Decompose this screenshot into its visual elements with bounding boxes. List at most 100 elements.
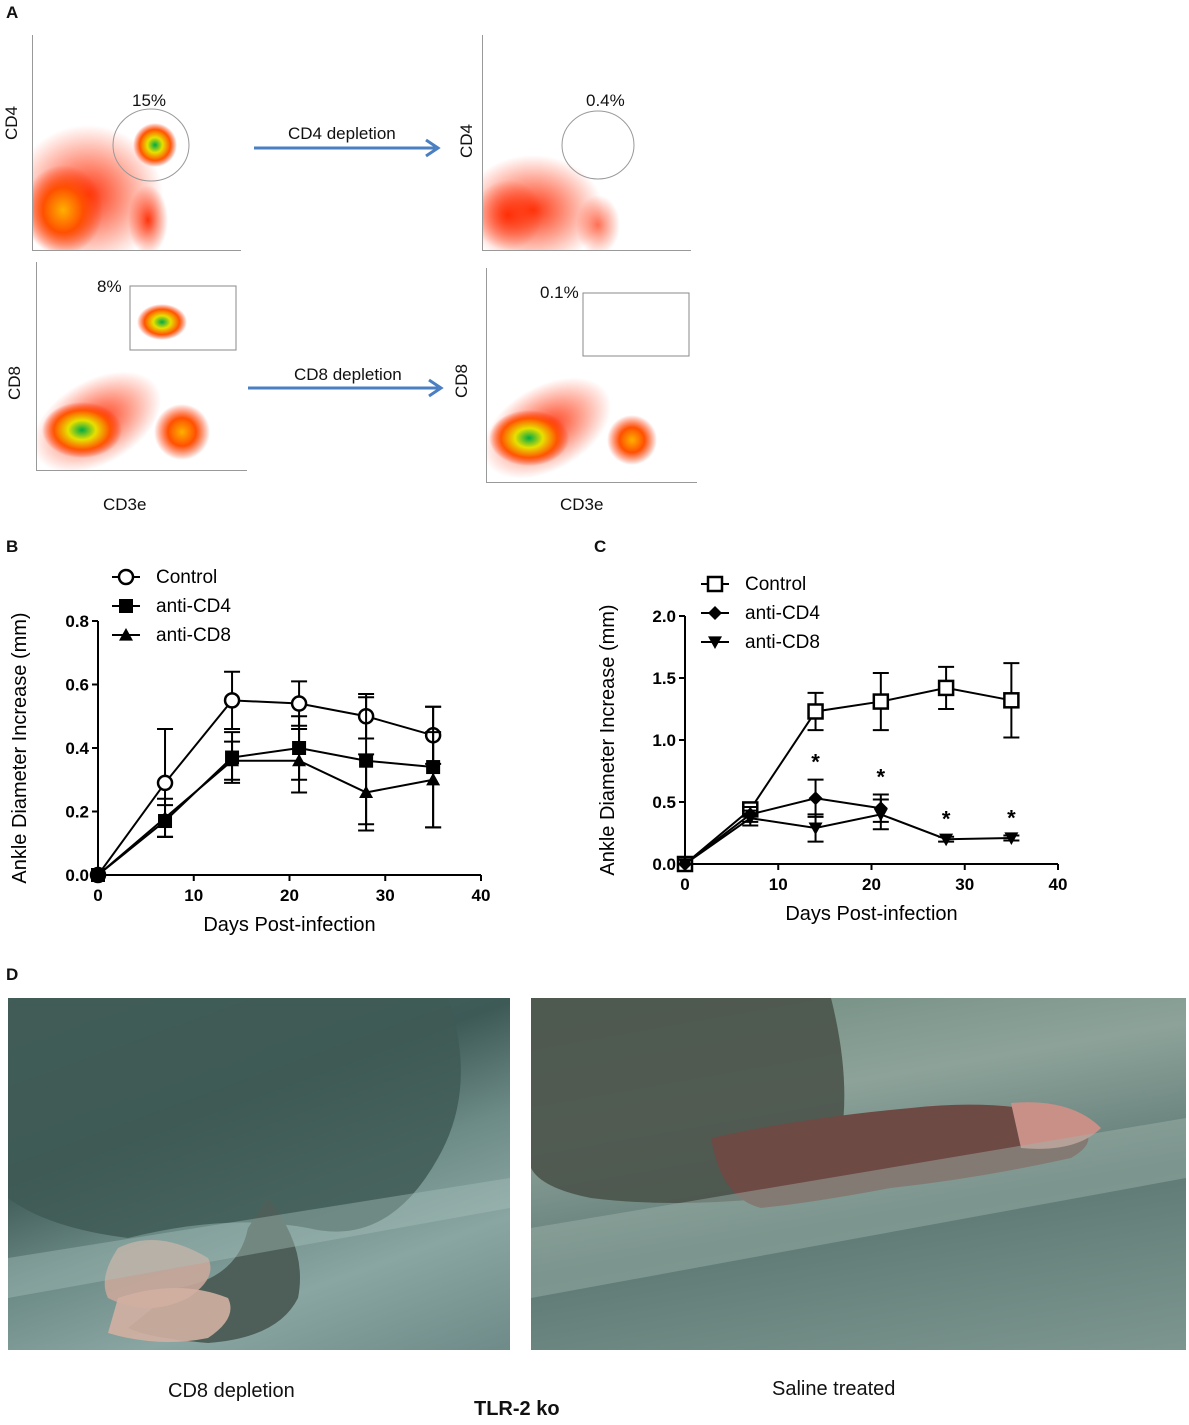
flow-y-label-cd8-right: CD8 [452,363,471,398]
x-tick-label: 10 [184,886,203,905]
flow-density-cd4-depleted [483,110,635,250]
data-point [937,679,955,697]
data-point [1004,832,1019,845]
series-line [97,759,434,876]
data-point [808,822,823,836]
y-axis-label: Ankle Diameter Increase (mm) [597,604,619,875]
legend-marker [708,636,722,649]
panel-letter-b: B [6,537,19,556]
series-line [684,813,1012,865]
data-point [743,812,758,826]
chart-c: 0.0 0.5 1.0 1.5 2.0 0 10 20 30 40 Days Post-infect… [597,574,1068,925]
photo-saline-treated-art [531,998,1186,1298]
flow-x-label-cd3e-right: CD3e [560,495,604,514]
photo-saline-treated [531,998,1186,1350]
data-point [939,833,954,847]
caption-cd8-depletion: CD8 depletion [168,1380,295,1402]
series-line [684,797,881,865]
y-tick-label: 1.5 [652,669,676,688]
chart-b: 0.0 0.2 0.4 0.6 0.8 0 10 20 30 40 Days Post-infect… [9,567,490,936]
x-tick-label: 20 [280,886,299,905]
x-tick-label: 0 [93,886,102,905]
flow-density-cd4-control [33,108,190,250]
legend-label: anti-CD4 [745,603,820,624]
caption-saline-treated: Saline treated [772,1378,896,1400]
flow-gate-pct-cd4-depleted: 0.4% [586,91,625,110]
data-point [426,772,441,786]
x-tick-label: 10 [769,875,788,894]
arrow-cd8-depletion [248,378,444,398]
panel-letter-c: C [594,537,607,556]
x-tick-label: 30 [376,886,395,905]
data-point [873,808,888,822]
x-tick-label: 20 [862,875,881,894]
data-point [678,858,692,871]
legend-item: anti-CD8 [112,625,231,646]
y-tick-label: 0.0 [65,866,89,885]
data-point [1003,692,1020,709]
series-line [684,686,1012,865]
y-tick-label: 0.2 [65,803,89,822]
flow-plot-cd8-control [36,262,247,471]
y-tick-label: 0.5 [652,793,676,812]
y-tick-label: 0.4 [65,739,89,758]
flow-x-label-cd3e-left: CD3e [103,495,147,514]
y-tick-label: 1.0 [652,731,676,750]
significance-marker: * [942,807,951,832]
series-line [97,746,434,876]
y-tick-label: 0.8 [65,612,89,631]
flow-plot-cd4-control [32,35,241,251]
series-anti-cd8 [678,798,1020,871]
flow-gate-pct-cd4-control: 15% [132,91,167,110]
data-point [156,774,174,792]
data-point [91,868,105,881]
photo-cd8-depletion [8,998,510,1350]
arrow-label-cd8-depletion: CD8 depletion [294,365,402,384]
legend-marker [119,599,133,613]
caption-tlr2-ko: TLR-2 ko [474,1398,560,1420]
data-point [807,703,824,720]
legend-item: anti-CD8 [701,632,820,653]
flow-y-label-cd4-right: CD4 [457,123,476,158]
y-axis-label: Ankle Diameter Increase (mm) [9,612,31,883]
flow-gate-pct-cd8-control: 8% [97,277,122,296]
legend-item: anti-CD4 [701,603,820,624]
x-tick-label: 40 [1049,875,1068,894]
series-anti-cd4 [678,778,889,871]
data-point [223,692,241,709]
legend-item: anti-CD4 [112,596,231,617]
flow-plot-cd4-depleted [482,35,691,251]
x-axis-label: Days Post-infection [203,914,375,936]
series-anti-cd4 [91,696,442,882]
x-tick-label: 30 [955,875,974,894]
flow-plot-cd8-depleted [486,268,697,483]
flow-y-label-cd8-left: CD8 [5,365,24,400]
arrow-cd4-depletion [254,138,441,158]
significance-marker: * [877,765,886,790]
data-point [225,753,240,767]
series-anti-cd8 [91,727,442,881]
legend-marker [708,606,722,620]
flow-gate-pct-cd8-depleted: 0.1% [540,283,579,302]
legend-item: Control [701,574,806,595]
legend-label: Control [745,574,806,595]
legend-marker [119,628,133,641]
data-point [158,810,173,824]
legend-marker [117,568,135,586]
legend-label: anti-CD8 [745,632,820,653]
y-tick-label: 0.0 [652,855,676,874]
series-control [89,670,442,884]
legend-item: Control [112,567,217,588]
photo-cd8-depletion-art [8,998,510,1343]
legend-label: anti-CD8 [156,625,231,646]
legend-label: anti-CD4 [156,596,231,617]
y-tick-label: 0.6 [65,676,89,695]
legend-marker [706,575,724,593]
panel-letter-d: D [6,965,19,984]
arrow-label-cd4-depletion: CD4 depletion [288,124,396,143]
y-tick-label: 2.0 [652,607,676,626]
flow-density-cd8-control [37,285,237,470]
series-line [97,699,434,876]
flow-density-cd8-depleted [487,292,690,479]
data-point [290,695,308,712]
